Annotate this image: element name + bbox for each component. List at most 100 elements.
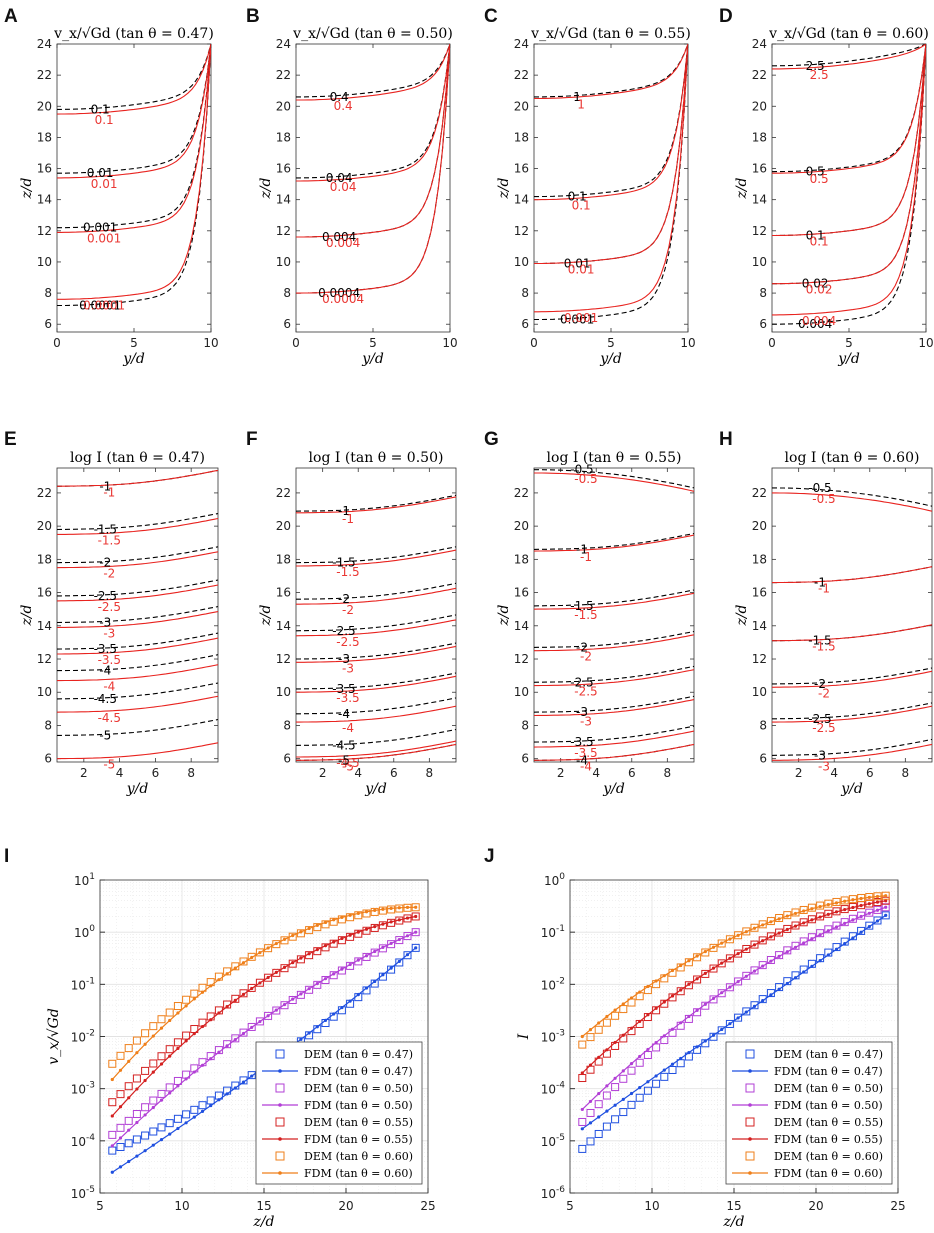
- fdm-point: [826, 929, 830, 933]
- contour-line-solid: [296, 645, 456, 663]
- dem-point: [660, 999, 669, 1008]
- contour-line-dashed: [57, 632, 218, 650]
- fdm-point: [258, 1019, 262, 1024]
- fdm-point: [884, 913, 888, 917]
- contour-line-dashed: [57, 718, 218, 736]
- fdm-point: [151, 1070, 155, 1074]
- fdm-point: [621, 1002, 625, 1006]
- dem-point: [149, 1096, 158, 1105]
- contour-label-model: 2.5: [806, 59, 825, 73]
- fdm-point: [323, 920, 328, 925]
- fdm-point: [761, 923, 765, 927]
- x-tick-label: 2: [319, 766, 327, 780]
- fdm-point: [834, 910, 839, 914]
- axes-frame: [533, 467, 695, 763]
- contour-label-model: -3.5: [570, 735, 593, 749]
- y-tick-label: 16: [514, 162, 529, 176]
- y-tick-label: 12: [752, 224, 767, 238]
- dem-point: [141, 1066, 150, 1075]
- fdm-point: [233, 966, 237, 970]
- tick-exponent: 0: [89, 924, 95, 934]
- dem-point: [693, 953, 702, 962]
- dem-point: [173, 1038, 182, 1047]
- legend-fdm-marker: [278, 1069, 282, 1073]
- dem-point: [701, 948, 710, 957]
- x-tick-label: 4: [830, 766, 838, 780]
- contour-label-model: -5: [338, 753, 350, 767]
- contour-line-solid: [534, 634, 694, 652]
- contour-line-dashed: [772, 566, 932, 584]
- tick-base: 10: [71, 1083, 86, 1097]
- fdm-point: [184, 1004, 188, 1008]
- dem-point: [865, 908, 874, 917]
- contour-line-solid: [534, 44, 688, 201]
- dem-point: [799, 918, 808, 927]
- fdm-point: [266, 975, 270, 980]
- fdm-point: [761, 999, 765, 1003]
- dem-point: [395, 936, 404, 945]
- dem-point: [370, 948, 379, 957]
- dem-point: [255, 948, 264, 957]
- contour-label-model: -0.5: [570, 463, 593, 477]
- fdm-point: [118, 1068, 123, 1072]
- tick-exponent: -3: [556, 1029, 565, 1039]
- contour-line-solid: [57, 551, 218, 569]
- y-tick-label: 8: [521, 718, 529, 732]
- contour-label-model: -1.5: [808, 634, 831, 648]
- x-tick-label: 8: [187, 766, 195, 780]
- dem-point: [791, 941, 800, 950]
- dem-point: [223, 1040, 232, 1049]
- fdm-point: [597, 1021, 601, 1025]
- fdm-point: [405, 916, 410, 920]
- dem-point: [602, 1122, 611, 1131]
- contour-group: [57, 469, 218, 760]
- contour-label-sim: 2.5: [810, 68, 829, 82]
- dem-point: [141, 1029, 150, 1038]
- contour-label-sim: -3: [342, 661, 354, 675]
- contour-line-solid: [57, 637, 218, 655]
- fdm-point: [711, 945, 716, 949]
- fdm-point: [250, 1025, 254, 1030]
- fdm-point: [110, 1077, 114, 1082]
- dem-point: [403, 932, 412, 941]
- x-tick-label: 4: [116, 766, 124, 780]
- fdm-point: [168, 1091, 172, 1095]
- y-tick-label: 100: [544, 872, 565, 888]
- contour-line-solid: [296, 44, 450, 294]
- legend-dem-label: DEM (tan θ = 0.55): [304, 1116, 413, 1129]
- dem-point: [411, 943, 420, 952]
- contour-line-dashed: [772, 44, 926, 173]
- contour-label-sim: -1.5: [98, 533, 121, 547]
- fdm-point: [793, 911, 798, 916]
- dem-point: [329, 1012, 338, 1021]
- contour-label-sim: 0.001: [87, 231, 121, 245]
- y-tick-label: 22: [276, 486, 291, 500]
- contour-line-dashed: [772, 44, 926, 237]
- dem-point: [165, 1045, 174, 1054]
- contour-line-solid: [296, 44, 450, 238]
- contour-label-sim: -2.5: [574, 685, 597, 699]
- fdm-point: [118, 1165, 123, 1169]
- fdm-point: [843, 907, 847, 912]
- legend-dem-marker: [745, 1117, 755, 1127]
- fdm-point: [307, 952, 311, 956]
- dem-point: [305, 951, 314, 960]
- contour-label-sim: -1: [580, 550, 592, 564]
- dem-point: [206, 978, 215, 987]
- dem-point: [717, 1026, 726, 1035]
- contour-line-dashed: [534, 44, 688, 198]
- dem-point: [190, 989, 199, 998]
- fdm-point: [110, 1114, 114, 1118]
- fdm-point: [843, 921, 847, 925]
- fdm-point: [580, 1127, 584, 1131]
- contour-label-model: -4: [99, 664, 111, 678]
- fdm-point: [373, 979, 377, 984]
- contour-line-solid: [296, 740, 456, 758]
- contour-line-dashed: [772, 667, 932, 685]
- fdm-point: [818, 904, 822, 909]
- dem-point: [643, 1013, 652, 1022]
- fdm-point: [225, 1044, 229, 1048]
- contour-label-model: 0.001: [83, 221, 117, 235]
